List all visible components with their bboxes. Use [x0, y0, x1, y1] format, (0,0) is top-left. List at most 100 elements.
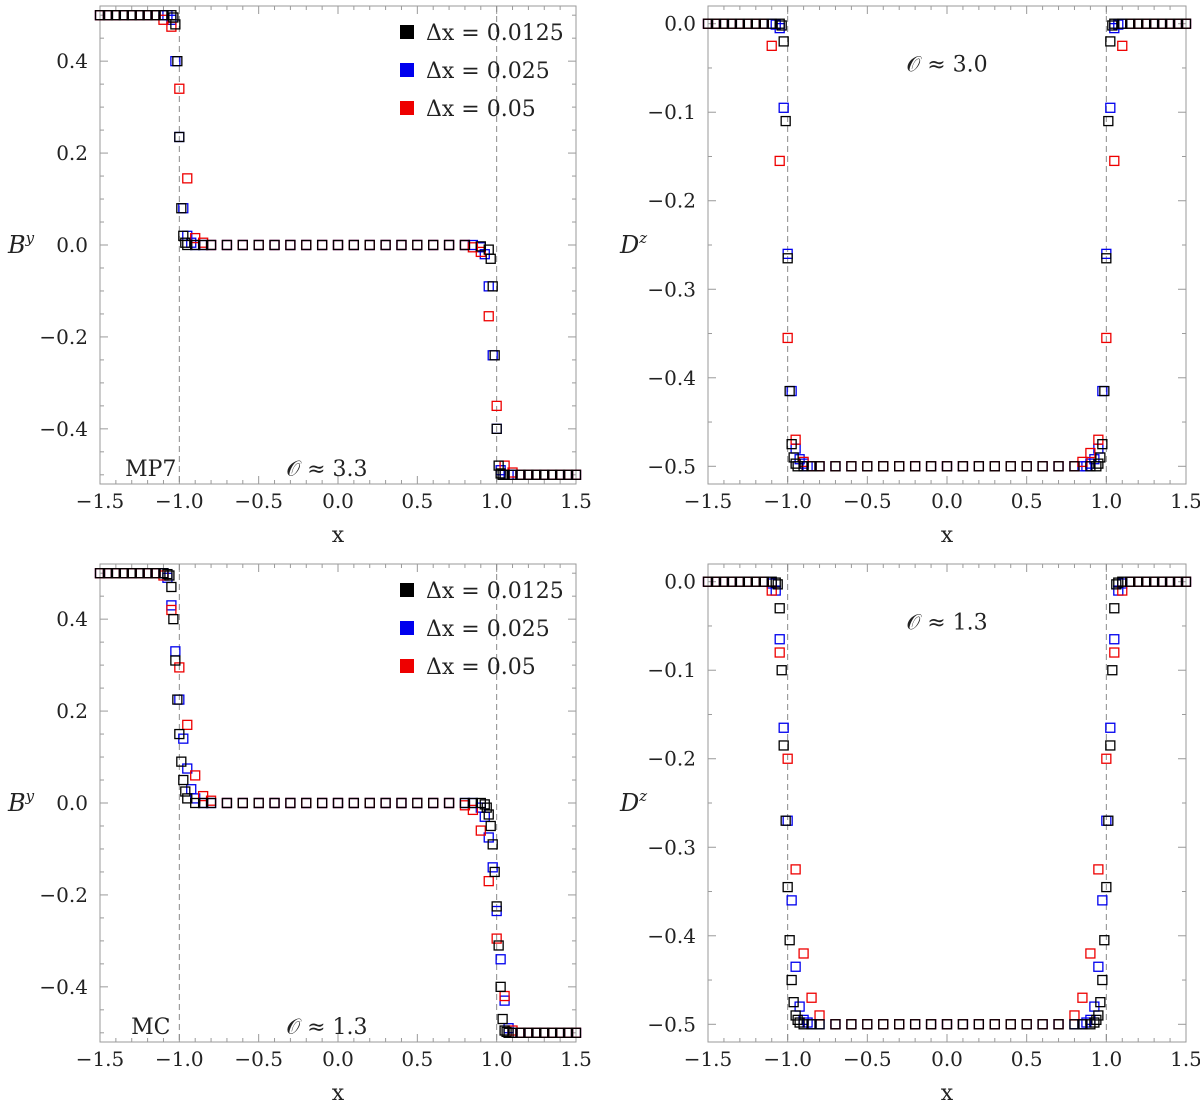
data-point	[1107, 20, 1118, 31]
data-point	[197, 797, 209, 809]
data-point	[925, 461, 937, 472]
x-tick-label: −1.5	[684, 489, 733, 513]
data-point	[894, 461, 905, 472]
data-point	[459, 239, 471, 251]
y-tick-label: 0.0	[664, 570, 696, 594]
annotation: MC	[131, 1015, 170, 1040]
data-point	[776, 20, 787, 31]
data-point	[285, 797, 296, 809]
data-point	[957, 1019, 969, 1030]
data-point	[332, 239, 344, 251]
data-point	[186, 784, 197, 795]
data-point	[547, 1027, 558, 1038]
annotation: MP7	[125, 457, 176, 482]
data-point	[878, 1019, 889, 1030]
x-tick-label: 1.0	[1090, 1047, 1122, 1071]
data-point	[380, 797, 391, 809]
data-point	[780, 815, 791, 826]
data-point	[718, 576, 730, 587]
data-point	[396, 239, 407, 251]
legend-swatch	[400, 25, 414, 39]
data-point	[428, 239, 439, 251]
data-point	[1021, 461, 1032, 472]
data-point	[443, 239, 455, 251]
data-point	[485, 253, 496, 264]
data-point	[348, 239, 360, 251]
data-point	[1037, 461, 1048, 472]
data-point	[412, 797, 423, 809]
data-point	[734, 576, 746, 587]
data-point	[364, 239, 375, 251]
data-point	[150, 10, 161, 21]
y-axis-label: By	[7, 229, 35, 259]
data-point	[878, 1019, 889, 1030]
data-point	[539, 469, 550, 480]
y-tick-label: 0.4	[56, 49, 88, 73]
data-point	[1097, 974, 1108, 986]
data-point	[443, 239, 455, 251]
data-point	[253, 239, 264, 251]
data-point	[443, 797, 455, 809]
data-point	[1037, 461, 1048, 472]
data-point	[1156, 576, 1168, 587]
data-point	[253, 239, 264, 251]
data-point	[1105, 102, 1116, 113]
data-point	[316, 797, 328, 809]
y-tick-label: −0.2	[647, 189, 696, 213]
x-tick-label: 0.0	[931, 1047, 963, 1071]
legend-label: Δx = 0.025	[426, 59, 550, 84]
data-point	[412, 797, 423, 809]
data-point	[1093, 1010, 1104, 1021]
x-tick-label: −0.5	[843, 489, 892, 513]
data-point	[778, 102, 789, 113]
data-point	[1109, 155, 1120, 167]
data-point	[925, 1019, 937, 1030]
data-point	[1172, 576, 1184, 587]
data-point	[364, 239, 375, 251]
data-point	[1103, 815, 1114, 826]
data-point	[150, 568, 161, 579]
data-point	[774, 18, 785, 29]
plot-frame	[707, 563, 1187, 1043]
data-point	[1005, 1019, 1016, 1030]
data-point	[523, 469, 534, 480]
data-point	[380, 239, 391, 251]
data-point	[1053, 461, 1064, 472]
data-point	[1141, 576, 1152, 587]
data-point	[253, 239, 264, 251]
data-point	[862, 461, 873, 472]
y-tick-label: −0.3	[647, 835, 696, 859]
data-point	[126, 10, 137, 21]
data-point	[364, 797, 375, 809]
data-point	[766, 40, 777, 51]
data-point	[332, 797, 344, 809]
data-point	[348, 797, 360, 809]
data-point	[726, 576, 738, 587]
annotation: 𝒪 ≈ 1.3	[286, 1015, 367, 1040]
data-point	[497, 1013, 508, 1025]
x-tick-label: 0.5	[401, 489, 433, 513]
data-point	[790, 961, 801, 972]
data-point	[941, 1019, 953, 1030]
data-point	[168, 614, 179, 625]
data-point	[531, 469, 542, 480]
data-point	[348, 797, 360, 809]
data-point	[774, 155, 785, 167]
x-tick-label: 1.5	[1170, 1047, 1200, 1071]
data-point	[718, 18, 730, 29]
data-point	[973, 461, 985, 472]
data-point	[830, 1019, 841, 1030]
annotation: 𝒪 ≈ 1.3	[906, 611, 987, 636]
data-point	[485, 820, 496, 832]
y-tick-label: 0.2	[56, 141, 88, 165]
data-point	[94, 10, 106, 21]
data-point	[221, 797, 233, 809]
data-point	[776, 665, 787, 676]
data-point	[702, 576, 714, 587]
x-tick-label: −1.0	[155, 489, 204, 513]
data-point	[475, 825, 486, 836]
data-point	[182, 763, 193, 774]
data-point	[1125, 576, 1136, 587]
data-point	[806, 992, 817, 1003]
